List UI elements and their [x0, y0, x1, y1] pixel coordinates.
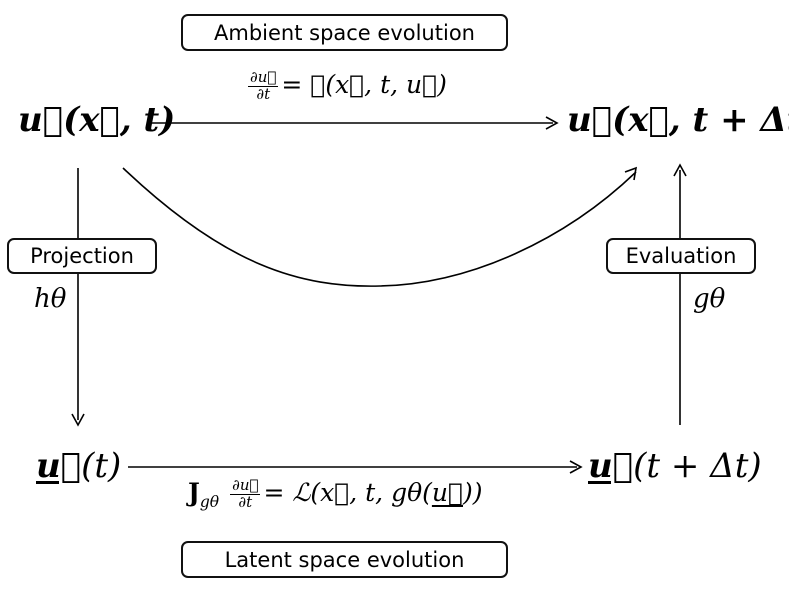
composite-curve-arrow: [122, 166, 638, 287]
time-derivative-fraction: ∂u⃗ ∂t: [230, 476, 261, 511]
node-ambient-state-t: u⃗(x⃗, t): [18, 100, 176, 140]
projection-arrow: [71, 168, 85, 427]
node-latent-state-t-dt: u⃗(t + Δt): [588, 446, 762, 486]
latent-state-argument: (t): [81, 446, 122, 486]
ambient-pde-equation: ∂u⃗ ∂t = ℒ(x⃗, t, u⃗): [245, 68, 447, 103]
fraction-numerator: ∂u⃗: [230, 476, 261, 495]
latent-rhs-close: )): [463, 478, 483, 507]
latent-state-argument: (t + Δt): [633, 446, 762, 486]
fraction-numerator: ∂u⃗: [248, 68, 279, 87]
node-ambient-state-t-dt: u⃗(x⃗, t + Δt): [567, 100, 789, 140]
latent-rhs-state: u⃗: [431, 478, 463, 507]
latent-space-evolution-label: Latent space evolution: [181, 541, 508, 578]
fraction-denominator: ∂t: [256, 85, 271, 103]
ambient-pde-rhs: = ℒ(x⃗, t, u⃗): [281, 70, 447, 99]
time-derivative-fraction: ∂u⃗ ∂t: [248, 68, 279, 103]
latent-evolution-equation: Jgθ ∂u⃗ ∂t = ℒ(x⃗, t, gθ(u⃗)): [188, 476, 483, 511]
fraction-denominator: ∂t: [238, 493, 253, 511]
projection-label: Projection: [7, 238, 157, 274]
evaluation-map-symbol: gθ: [693, 284, 726, 314]
jacobian-symbol: J: [188, 478, 200, 507]
evaluation-label: Evaluation: [606, 238, 756, 274]
evaluation-arrow: [673, 163, 687, 425]
latent-rhs-open: = ℒ(x⃗, t, gθ(: [263, 478, 432, 507]
latent-state-symbol: u⃗: [36, 446, 82, 486]
projection-map-symbol: hθ: [34, 284, 67, 314]
jacobian-subscript: gθ: [199, 493, 220, 511]
ambient-space-evolution-label: Ambient space evolution: [181, 14, 508, 51]
node-latent-state-t: u⃗(t): [36, 446, 121, 486]
latent-state-symbol: u⃗: [588, 446, 634, 486]
ambient-evolution-arrow: [150, 116, 559, 130]
latent-evolution-arrow: [128, 460, 583, 474]
